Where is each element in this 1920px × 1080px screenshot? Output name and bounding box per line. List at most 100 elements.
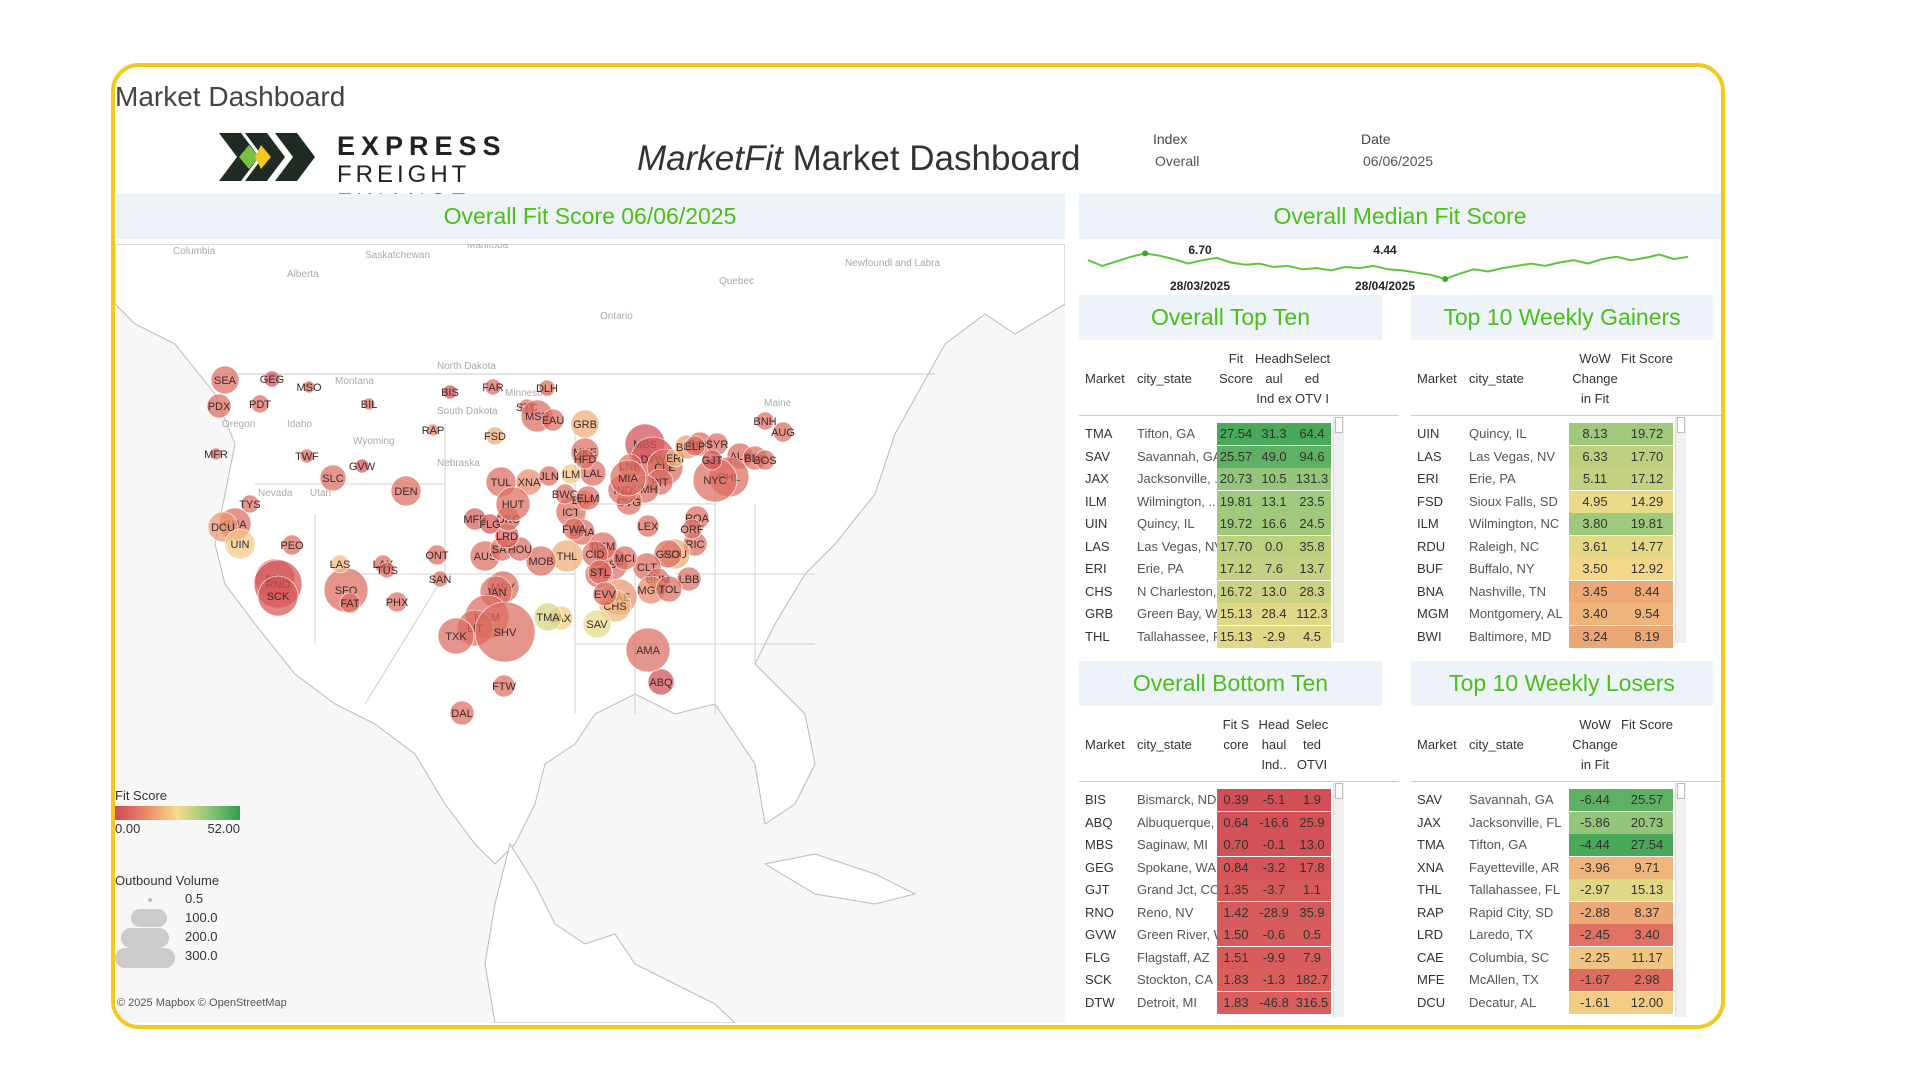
market-bubble[interactable] xyxy=(755,411,775,431)
market-bubble[interactable] xyxy=(681,518,703,540)
table-row[interactable]: UIN Quincy, IL 19.72 16.6 24.5 xyxy=(1079,513,1399,535)
table-row[interactable]: CAE Columbia, SC -2.25 11.17 xyxy=(1411,946,1721,969)
table-row[interactable]: GVW Green River, WY1.50-0.60.5 xyxy=(1079,924,1399,946)
scrollbar-thumb[interactable] xyxy=(1677,783,1685,799)
table-row[interactable]: LAS Las Vegas, NV 6.33 17.70 xyxy=(1411,445,1721,468)
market-bubble[interactable] xyxy=(362,397,376,411)
index-filter[interactable]: Index Overall xyxy=(1153,131,1199,169)
market-bubble[interactable] xyxy=(612,545,638,571)
table-row[interactable]: BWI Baltimore, MD 3.24 8.19 xyxy=(1411,625,1721,648)
market-bubble[interactable] xyxy=(625,627,671,673)
table-row[interactable]: MGM Montgomery, AL 3.40 9.54 xyxy=(1411,603,1721,625)
table-row[interactable]: TMA Tifton, GA 27.54 31.3 64.4 xyxy=(1079,423,1399,445)
table-row[interactable]: GRB Green Bay, WI 15.13 28.4 112.3 xyxy=(1079,603,1399,625)
losers-table[interactable]: Market city_state WoW Change in Fit Fit Sco… xyxy=(1411,709,1721,1019)
map-canvas[interactable]: Columbia Alberta Saskatchewan Manitoba Ontar… xyxy=(115,244,1065,1023)
table-row[interactable]: RAP Rapid City, SD -2.88 8.37 xyxy=(1411,901,1721,924)
table-column-header[interactable]: Fit Score xyxy=(1621,351,1674,366)
market-bubble[interactable] xyxy=(354,458,370,474)
gainers-table[interactable]: Market city_state WoW Change in Fit Fit Sco… xyxy=(1411,343,1721,648)
market-bubble[interactable] xyxy=(319,464,347,492)
market-bubble[interactable] xyxy=(390,475,422,507)
table-column-header[interactable]: Fit S core xyxy=(1222,717,1250,752)
bottom-ten-table[interactable]: Market city_state Fit S core Head haul Ind.… xyxy=(1079,709,1399,1019)
table-column-header[interactable]: Select ed OTV I xyxy=(1293,351,1331,406)
market-bubble[interactable] xyxy=(449,700,475,726)
table-row[interactable]: GEG Spokane, WA 0.84 -3.2 17.8 xyxy=(1079,856,1399,879)
market-bubble[interactable] xyxy=(474,601,536,663)
table-row[interactable]: DCU Decatur, AL -1.61 12.00 xyxy=(1411,991,1721,1014)
market-bubble[interactable] xyxy=(538,465,560,487)
scrollbar-thumb[interactable] xyxy=(1677,417,1685,433)
median-peak-point[interactable] xyxy=(1142,250,1149,257)
table-scrollbar[interactable] xyxy=(1333,783,1344,1017)
market-bubble[interactable] xyxy=(684,435,706,457)
table-column-header[interactable]: Fit Score xyxy=(1621,717,1674,732)
market-bubble[interactable] xyxy=(299,448,315,464)
date-filter[interactable]: Date 06/06/2025 xyxy=(1361,131,1433,169)
table-column-header[interactable]: city_state xyxy=(1469,371,1524,386)
table-row[interactable]: ILM Wilmington, NC 3.80 19.81 xyxy=(1411,513,1721,535)
market-bubble[interactable] xyxy=(330,554,350,574)
market-bubble[interactable] xyxy=(281,534,303,556)
index-filter-value[interactable]: Overall xyxy=(1155,153,1200,169)
market-bubble[interactable] xyxy=(437,617,475,655)
table-row[interactable]: LAS Las Vegas, NV 17.70 0.0 35.8 xyxy=(1079,535,1399,558)
market-bubble[interactable] xyxy=(492,674,516,698)
market-bubble[interactable] xyxy=(250,394,270,414)
table-row[interactable]: RNO Reno, NV 1.42 -28.9 35.9 xyxy=(1079,901,1399,924)
table-column-header[interactable]: city_state xyxy=(1137,371,1192,386)
market-bubble[interactable] xyxy=(582,609,612,639)
table-row[interactable]: XNA Fayetteville, AR -3.96 9.71 xyxy=(1411,856,1721,879)
market-bubble[interactable] xyxy=(484,378,502,396)
market-bubble[interactable] xyxy=(386,591,408,613)
table-row[interactable]: ERI Erie, PA 5.11 17.12 xyxy=(1411,468,1721,490)
table-row[interactable]: LRD Laredo, TX -2.45 3.40 xyxy=(1411,924,1721,946)
market-bubble[interactable] xyxy=(592,581,618,607)
map-credit[interactable]: © 2025 Mapbox © OpenStreetMap xyxy=(117,997,287,1009)
market-bubble[interactable] xyxy=(485,426,505,446)
market-bubble[interactable] xyxy=(772,421,794,443)
table-row[interactable]: BIS Bismarck, ND 0.39 -5.1 1.9 xyxy=(1079,789,1399,811)
market-bubble[interactable] xyxy=(541,408,565,432)
market-bubble[interactable] xyxy=(647,668,675,696)
table-column-header[interactable]: WoW Change in Fit xyxy=(1572,351,1618,406)
market-bubble[interactable] xyxy=(574,448,596,470)
market-bubble[interactable] xyxy=(538,379,556,397)
market-bubble[interactable] xyxy=(479,513,501,535)
scrollbar-thumb[interactable] xyxy=(1335,783,1343,799)
table-row[interactable]: BUF Buffalo, NY 3.50 12.92 xyxy=(1411,558,1721,580)
market-bubble[interactable] xyxy=(701,449,723,471)
market-bubble[interactable] xyxy=(495,486,531,522)
market-bubble[interactable] xyxy=(560,463,582,485)
table-column-header[interactable]: Headh aul Ind ex xyxy=(1255,351,1294,406)
fit-score-map[interactable]: Columbia Alberta Saskatchewan Manitoba Ontar… xyxy=(115,244,1065,1023)
table-row[interactable]: ABQ Albuquerque, NM0.64-16.625.9 xyxy=(1079,811,1399,834)
table-row[interactable]: THL Tallahassee, FL -2.97 15.13 xyxy=(1411,879,1721,901)
table-row[interactable]: SAV Savannah, GA 25.57 49.0 94.6 xyxy=(1079,445,1399,468)
market-bubble[interactable] xyxy=(609,459,647,497)
market-bubble[interactable] xyxy=(575,485,601,511)
table-scrollbar[interactable] xyxy=(1333,417,1344,643)
market-bubble[interactable] xyxy=(636,514,660,538)
table-row[interactable]: MFE McAllen, TX -1.67 2.98 xyxy=(1411,969,1721,991)
market-bubble[interactable] xyxy=(426,423,440,437)
market-bubble[interactable] xyxy=(206,393,232,419)
table-row[interactable]: RDU Raleigh, NC 3.61 14.77 xyxy=(1411,535,1721,558)
market-bubble[interactable] xyxy=(431,570,449,588)
median-low-point[interactable] xyxy=(1442,276,1449,283)
market-bubble[interactable] xyxy=(263,370,281,388)
table-scrollbar[interactable] xyxy=(1675,783,1686,1017)
table-row[interactable]: ERI Erie, PA 17.12 7.6 13.7 xyxy=(1079,558,1399,580)
table-row[interactable]: JAX Jacksonville, .. 20.73 10.5 131.3 xyxy=(1079,468,1399,490)
table-row[interactable]: DTW Detroit, MI 1.83 -46.8 316.5 xyxy=(1079,991,1399,1014)
table-row[interactable]: ILM Wilmington, .. 19.81 13.1 23.5 xyxy=(1079,490,1399,513)
market-bubble[interactable] xyxy=(655,575,683,603)
table-scrollbar[interactable] xyxy=(1675,417,1686,643)
top-ten-table[interactable]: Market city_state Fit Score Headh aul Ind e… xyxy=(1079,343,1399,648)
table-column-header[interactable]: Fit Score xyxy=(1219,351,1253,386)
market-bubble[interactable] xyxy=(339,592,361,614)
table-row[interactable]: THL Tallahassee, FL15.13-2.94.5 xyxy=(1079,625,1399,648)
table-row[interactable]: FLG Flagstaff, AZ 1.51 -9.9 7.9 xyxy=(1079,946,1399,969)
